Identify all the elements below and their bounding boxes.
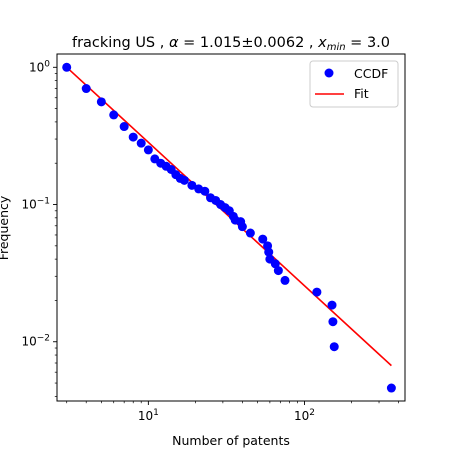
legend-ccdf-label: CCDF: [354, 66, 388, 81]
ccdf-point: [180, 176, 189, 185]
ccdf-point: [137, 139, 146, 148]
ccdf-point: [281, 276, 290, 285]
y-tick-label: 10−2: [21, 334, 50, 349]
legend-fit-label: Fit: [354, 86, 369, 101]
ccdf-point: [62, 63, 71, 72]
ccdf-point: [144, 145, 153, 154]
x-axis-label: Number of patents: [172, 433, 290, 448]
ccdf-point: [328, 301, 337, 310]
ccdf-point: [330, 342, 339, 351]
ccdf-point: [328, 317, 337, 326]
ccdf-point: [97, 97, 106, 106]
y-axis-label: Frequency: [0, 195, 11, 260]
legend: CCDF Fit: [310, 61, 398, 107]
ccdf-point: [129, 133, 138, 142]
ccdf-point: [312, 288, 321, 297]
chart-title: fracking US , α = 1.015±0.0062 , xmin = …: [72, 35, 390, 53]
ccdf-point: [109, 110, 118, 119]
x-tick-label: 101: [138, 408, 159, 423]
legend-ccdf-marker: [325, 69, 334, 78]
ccdf-point: [246, 229, 255, 238]
ccdf-point: [274, 266, 283, 275]
y-tick-label: 100: [29, 59, 50, 74]
ccdf-point: [120, 122, 129, 131]
ccdf-point: [238, 222, 247, 231]
y-tick-label: 10−1: [21, 197, 50, 212]
ccdf-point: [387, 384, 396, 393]
x-tick-label: 102: [294, 408, 315, 423]
ccdf-point: [82, 84, 91, 93]
